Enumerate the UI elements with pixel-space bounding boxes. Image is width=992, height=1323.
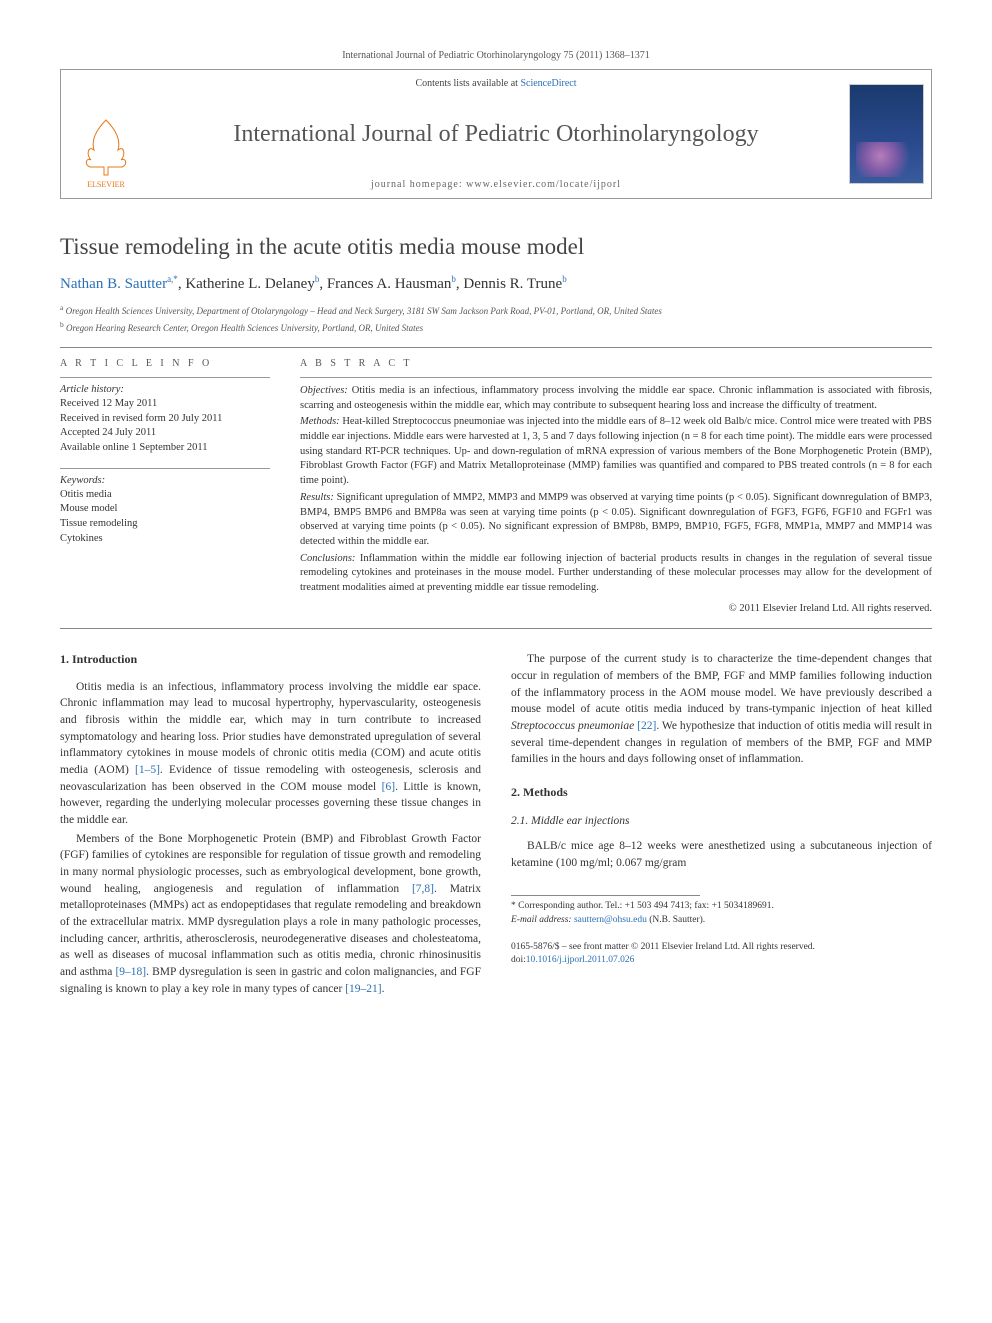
abstract-objectives: Objectives: Otitis media is an infectiou… bbox=[300, 384, 932, 413]
divider bbox=[60, 347, 932, 348]
abstract-column: A B S T R A C T Objectives: Otitis media… bbox=[300, 358, 932, 616]
article-title: Tissue remodeling in the acute otitis me… bbox=[60, 234, 932, 260]
journal-homepage: journal homepage: www.elsevier.com/locat… bbox=[161, 179, 831, 190]
author-email-link[interactable]: sauttern@ohsu.edu bbox=[574, 915, 647, 925]
cite-6[interactable]: [6] bbox=[382, 781, 395, 793]
author-1-affil: a,* bbox=[167, 274, 178, 284]
citation-line: International Journal of Pediatric Otorh… bbox=[60, 50, 932, 61]
affiliation-a: a Oregon Health Sciences University, Dep… bbox=[60, 303, 932, 316]
doi-line: doi:10.1016/j.ijporl.2011.07.026 bbox=[511, 954, 932, 967]
svg-text:ELSEVIER: ELSEVIER bbox=[87, 180, 125, 189]
affiliation-b: b Oregon Hearing Research Center, Oregon… bbox=[60, 320, 932, 333]
abstract-results: Results: Significant upregulation of MMP… bbox=[300, 491, 932, 550]
intro-para-1: Otitis media is an infectious, inflammat… bbox=[60, 679, 481, 829]
section-2-1-heading: 2.1. Middle ear injections bbox=[511, 813, 932, 830]
cite-9-18[interactable]: [9–18] bbox=[115, 966, 146, 978]
keyword-2: Mouse model bbox=[60, 502, 270, 517]
issn-copyright: 0165-5876/$ – see front matter © 2011 El… bbox=[511, 941, 932, 954]
received-date: Received 12 May 2011 bbox=[60, 397, 270, 412]
divider bbox=[60, 628, 932, 629]
journal-cover-thumb bbox=[841, 70, 931, 198]
section-1-heading: 1. Introduction bbox=[60, 651, 481, 668]
abstract-label: A B S T R A C T bbox=[300, 358, 932, 369]
intro-para-3: The purpose of the current study is to c… bbox=[511, 651, 932, 768]
copyright-line: © 2011 Elsevier Ireland Ltd. All rights … bbox=[300, 602, 932, 617]
author-list: Nathan B. Sauttera,*, Katherine L. Delan… bbox=[60, 274, 932, 293]
author-3: , Frances A. Hausman bbox=[319, 276, 451, 292]
online-date: Available online 1 September 2011 bbox=[60, 441, 270, 456]
author-2: , Katherine L. Delaney bbox=[178, 276, 315, 292]
revised-date: Received in revised form 20 July 2011 bbox=[60, 412, 270, 427]
author-4-affil: b bbox=[562, 274, 567, 284]
species-name: Streptococcus pneumoniae bbox=[511, 720, 634, 732]
email-line: E-mail address: sauttern@ohsu.edu (N.B. … bbox=[511, 914, 932, 927]
keyword-1: Otitis media bbox=[60, 488, 270, 503]
contents-available: Contents lists available at ScienceDirec… bbox=[161, 78, 831, 89]
elsevier-tree-icon: ELSEVIER bbox=[76, 115, 136, 190]
keyword-4: Cytokines bbox=[60, 532, 270, 547]
sciencedirect-link[interactable]: ScienceDirect bbox=[520, 78, 576, 89]
author-4: , Dennis R. Trune bbox=[456, 276, 562, 292]
journal-header: ELSEVIER Contents lists available at Sci… bbox=[60, 69, 932, 199]
cite-7-8[interactable]: [7,8] bbox=[412, 883, 434, 895]
cite-22[interactable]: [22] bbox=[637, 720, 656, 732]
author-1[interactable]: Nathan B. Sautter bbox=[60, 276, 167, 292]
corresponding-author-footer: * Corresponding author. Tel.: +1 503 494… bbox=[511, 895, 932, 967]
article-info-label: A R T I C L E I N F O bbox=[60, 358, 270, 369]
methods-para-1: BALB/c mice age 8–12 weeks were anesthet… bbox=[511, 838, 932, 871]
section-2-heading: 2. Methods bbox=[511, 784, 932, 801]
abstract-conclusions: Conclusions: Inflammation within the mid… bbox=[300, 552, 932, 596]
keyword-3: Tissue remodeling bbox=[60, 517, 270, 532]
publisher-logo: ELSEVIER bbox=[61, 70, 151, 198]
keywords-heading: Keywords: bbox=[60, 475, 270, 486]
accepted-date: Accepted 24 July 2011 bbox=[60, 426, 270, 441]
abstract-methods: Methods: Heat-killed Streptococcus pneum… bbox=[300, 415, 932, 488]
article-body: 1. Introduction Otitis media is an infec… bbox=[60, 651, 932, 997]
history-heading: Article history: bbox=[60, 384, 270, 395]
doi-link[interactable]: 10.1016/j.ijporl.2011.07.026 bbox=[526, 955, 635, 965]
cite-1-5[interactable]: [1–5] bbox=[135, 764, 160, 776]
intro-para-2: Members of the Bone Morphogenetic Protei… bbox=[60, 831, 481, 998]
journal-name: International Journal of Pediatric Otorh… bbox=[161, 121, 831, 148]
article-info-column: A R T I C L E I N F O Article history: R… bbox=[60, 358, 270, 616]
corresponding-author: * Corresponding author. Tel.: +1 503 494… bbox=[511, 900, 932, 913]
cite-19-21[interactable]: [19–21] bbox=[345, 983, 381, 995]
